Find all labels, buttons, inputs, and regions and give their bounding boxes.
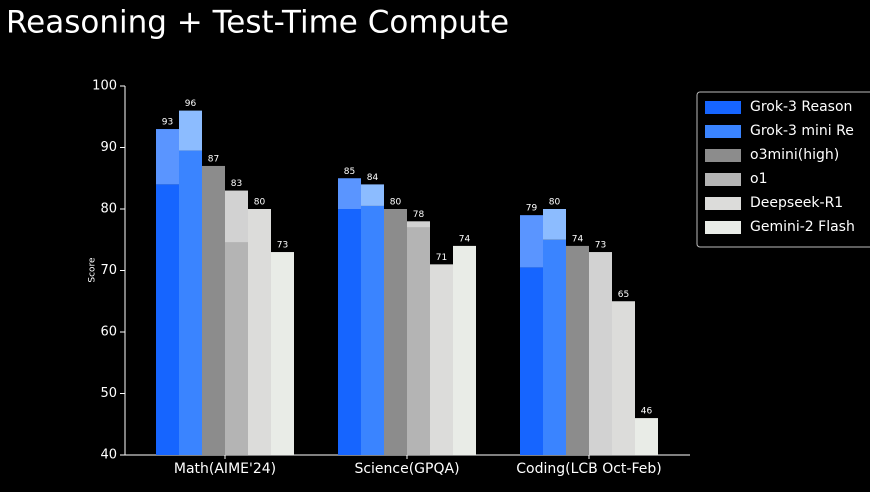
bar-base bbox=[156, 184, 179, 455]
value-label: 73 bbox=[277, 241, 288, 251]
bar bbox=[635, 418, 658, 455]
bar bbox=[202, 165, 225, 455]
legend-swatch bbox=[705, 173, 741, 186]
bar-top bbox=[407, 221, 430, 228]
chart-title: Reasoning + Test-Time Compute bbox=[6, 5, 509, 41]
bar-top bbox=[543, 209, 566, 240]
value-label: 74 bbox=[459, 234, 471, 244]
legend-swatch bbox=[705, 197, 741, 210]
value-label: 85 bbox=[344, 167, 355, 177]
legend-label: Grok-3 Reason bbox=[750, 99, 852, 115]
value-label: 80 bbox=[549, 198, 561, 208]
y-tick-label: 80 bbox=[100, 202, 117, 217]
value-label: 78 bbox=[413, 210, 425, 220]
y-tick-label: 50 bbox=[100, 386, 117, 401]
legend-swatch bbox=[705, 149, 741, 162]
value-label: 93 bbox=[162, 118, 173, 128]
value-label: 83 bbox=[231, 179, 242, 189]
bar bbox=[566, 245, 589, 455]
bar-top bbox=[156, 129, 179, 185]
value-label: 84 bbox=[367, 173, 379, 183]
bar bbox=[248, 209, 271, 455]
bar bbox=[453, 245, 476, 455]
value-label: 80 bbox=[390, 198, 402, 208]
bar bbox=[589, 252, 612, 455]
bar-base bbox=[225, 242, 248, 455]
y-tick-label: 60 bbox=[100, 325, 117, 340]
bar-base bbox=[520, 267, 543, 455]
legend-label: Grok-3 mini Re bbox=[750, 123, 854, 139]
value-label: 73 bbox=[595, 241, 606, 251]
x-tick-label: Science(GPQA) bbox=[354, 461, 459, 477]
legend-label: o3mini(high) bbox=[750, 147, 839, 163]
legend-label: Deepseek-R1 bbox=[750, 195, 843, 211]
legend-swatch bbox=[705, 221, 741, 234]
value-label: 96 bbox=[185, 99, 197, 109]
y-tick-label: 100 bbox=[92, 79, 117, 94]
x-tick-label: Coding(LCB Oct-Feb) bbox=[516, 461, 661, 477]
bar-top bbox=[225, 190, 248, 243]
legend-label: o1 bbox=[750, 171, 767, 187]
value-label: 74 bbox=[572, 234, 584, 244]
legend-swatch bbox=[705, 101, 741, 114]
bar-top bbox=[179, 110, 202, 151]
bar-base bbox=[179, 150, 202, 455]
value-label: 65 bbox=[618, 290, 629, 300]
x-tick-label: Math(AIME'24) bbox=[174, 461, 276, 477]
bar-base bbox=[407, 227, 430, 455]
legend-swatch bbox=[705, 125, 741, 138]
bar bbox=[612, 301, 635, 455]
bar bbox=[271, 252, 294, 455]
value-label: 87 bbox=[208, 154, 219, 164]
value-label: 79 bbox=[526, 204, 538, 214]
bar bbox=[430, 264, 453, 455]
y-tick-label: 90 bbox=[100, 140, 117, 155]
bar-top bbox=[361, 184, 384, 206]
value-label: 71 bbox=[436, 253, 447, 263]
bar-top bbox=[338, 178, 361, 209]
bar-base bbox=[361, 205, 384, 455]
legend-label: Gemini-2 Flash bbox=[750, 219, 855, 235]
bar-base bbox=[338, 209, 361, 455]
y-tick-label: 70 bbox=[100, 263, 117, 278]
value-label: 80 bbox=[254, 198, 266, 208]
y-tick-label: 40 bbox=[100, 448, 117, 463]
y-axis-label: Score bbox=[88, 257, 98, 283]
bar bbox=[384, 209, 407, 455]
value-label: 46 bbox=[641, 407, 653, 417]
bar-base bbox=[543, 239, 566, 455]
bar-top bbox=[520, 215, 543, 268]
